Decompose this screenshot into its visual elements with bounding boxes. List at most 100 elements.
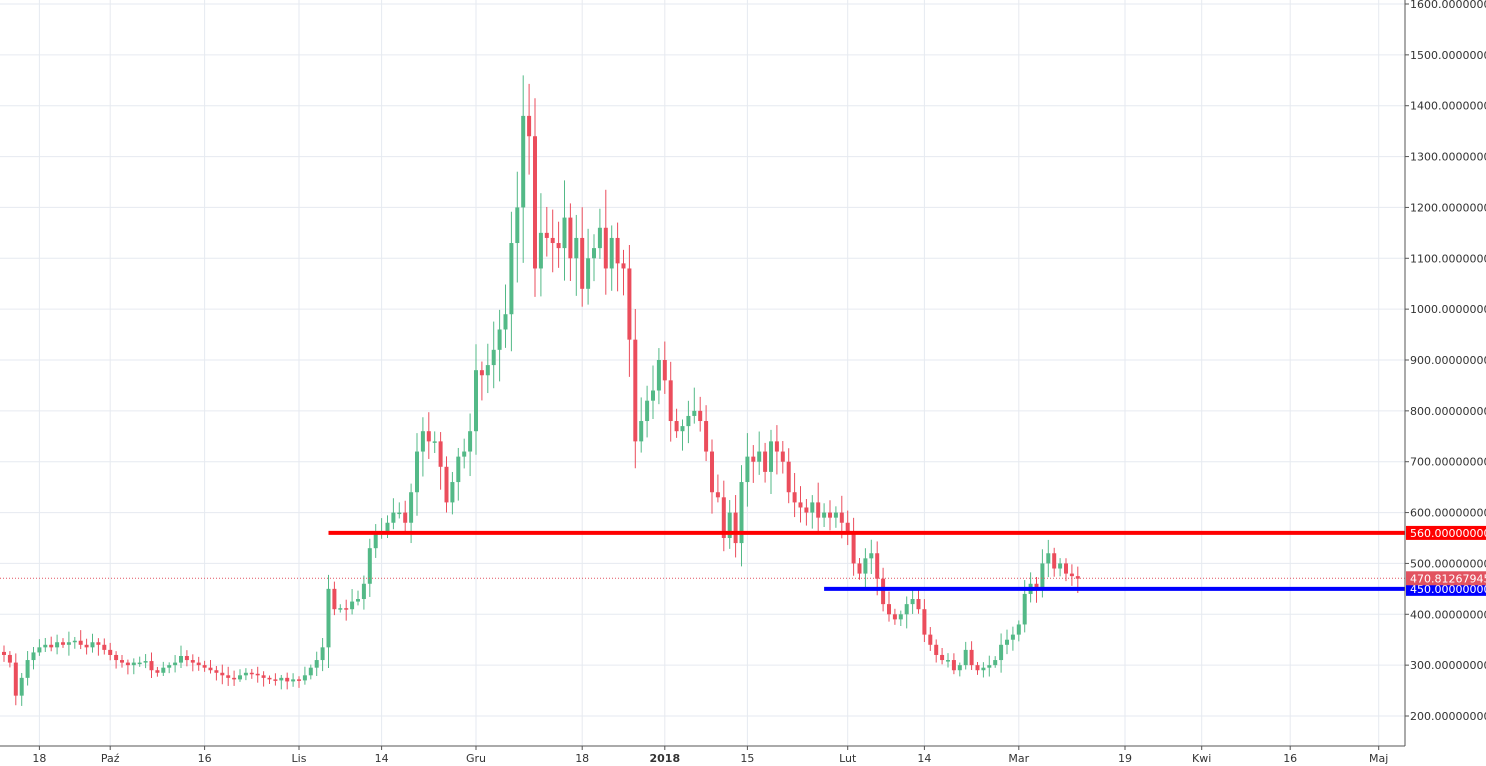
candle-down: [2, 651, 6, 655]
candle-up: [863, 558, 868, 574]
candle-up: [656, 360, 661, 391]
resistance-label-box: [1406, 525, 1486, 540]
price-tick-label: 500.00000000: [1410, 557, 1486, 570]
candle-up: [137, 662, 142, 665]
candle-up: [904, 604, 909, 615]
time-tick-label: Kwi: [1192, 752, 1211, 765]
candle-up: [981, 667, 986, 671]
candle-down: [527, 115, 532, 137]
candle-up: [31, 652, 36, 661]
candle-down: [627, 268, 632, 340]
candle-down: [403, 512, 408, 523]
candle-down: [603, 227, 608, 269]
candle-up: [597, 227, 602, 249]
candle-down: [857, 563, 862, 574]
candle-up: [391, 512, 396, 523]
candle-down: [208, 667, 213, 671]
candle-up: [173, 662, 178, 666]
candle-down: [580, 237, 585, 289]
price-tick-label: 1000.00000000: [1410, 303, 1486, 316]
candle-up: [686, 415, 691, 427]
candle-up: [822, 512, 827, 518]
candle-down: [1034, 583, 1039, 589]
time-tick-label: 14: [917, 752, 931, 765]
candle-down: [875, 553, 880, 579]
price-axis: [1404, 0, 1486, 766]
candle-down: [798, 502, 803, 508]
candle-down: [84, 644, 89, 648]
price-tick-label: 200.00000000: [1410, 710, 1486, 723]
candle-down: [916, 599, 921, 610]
candle-up: [179, 655, 183, 663]
time-tick-label: 19: [1118, 752, 1132, 765]
candle-up: [509, 243, 514, 315]
candle-up: [833, 512, 838, 518]
candle-up: [810, 502, 815, 513]
candle-down: [125, 662, 130, 666]
candle-up: [474, 370, 478, 432]
candle-down: [49, 644, 54, 648]
time-tick-label: Maj: [1369, 752, 1388, 765]
candle-down: [102, 644, 107, 650]
candle-up: [456, 456, 461, 483]
candle-up: [957, 665, 962, 671]
price-tick-label: 1600.00000000: [1410, 0, 1486, 11]
candle-down: [273, 679, 278, 681]
candle-down: [568, 217, 573, 259]
candle-up: [592, 248, 596, 259]
candle-down: [184, 655, 189, 661]
candle-down: [710, 451, 714, 493]
candle-up: [291, 679, 296, 682]
candle-down: [7, 654, 12, 663]
candle-down: [751, 456, 756, 462]
candle-down: [928, 634, 933, 645]
candle-down: [220, 672, 225, 676]
candle-up: [609, 237, 614, 269]
candle-wicks: [3, 75, 1079, 706]
price-tick-label: 700.00000000: [1410, 456, 1486, 469]
candle-up: [497, 329, 502, 350]
candle-down: [13, 662, 18, 696]
candle-up: [639, 421, 644, 442]
candle-down: [96, 642, 101, 645]
candle-up: [37, 647, 42, 653]
candle-up: [326, 588, 331, 648]
candle-down: [828, 512, 832, 518]
candle-up: [90, 642, 95, 648]
candle-down: [108, 649, 113, 655]
price-tick-label: 1500.00000000: [1410, 49, 1486, 62]
candle-up: [521, 115, 526, 208]
candle-up: [361, 583, 366, 600]
candle-down: [426, 431, 431, 442]
price-tick-label: 1300.00000000: [1410, 151, 1486, 164]
price-tick-label: 600.00000000: [1410, 507, 1486, 520]
candle-down: [202, 665, 207, 668]
candle-down: [544, 232, 549, 238]
price-tick-label: 900.00000000: [1410, 354, 1486, 367]
candle-up: [1005, 639, 1009, 645]
candle-up: [161, 667, 166, 673]
candle-up: [987, 665, 992, 668]
price-tick-label: 800.00000000: [1410, 405, 1486, 418]
time-tick-label: 18: [32, 752, 46, 765]
time-tick-label: 14: [375, 752, 389, 765]
chart-grid: [0, 0, 1405, 746]
candle-down: [816, 502, 821, 518]
time-tick-labels: 18 Paź 16 Lis 14 Gru 18 2018 15 Lut 14 Mar 19 Kwi 16 Ma…: [32, 746, 1388, 765]
candle-up: [338, 608, 343, 610]
candle-down: [922, 609, 927, 635]
candle-down: [533, 136, 537, 269]
price-tick-label: 400.00000000: [1410, 608, 1486, 621]
candle-up: [314, 660, 319, 668]
candle-up: [66, 642, 71, 645]
candle-up: [420, 431, 425, 452]
candle-down: [763, 451, 768, 472]
price-tick-label: 300.00000000: [1410, 659, 1486, 672]
candle-up: [409, 492, 414, 523]
candle-down: [851, 532, 856, 564]
candle-down: [668, 380, 673, 422]
candle-up: [462, 451, 467, 457]
price-tick-label: 1400.00000000: [1410, 100, 1486, 113]
candle-down: [621, 263, 626, 269]
